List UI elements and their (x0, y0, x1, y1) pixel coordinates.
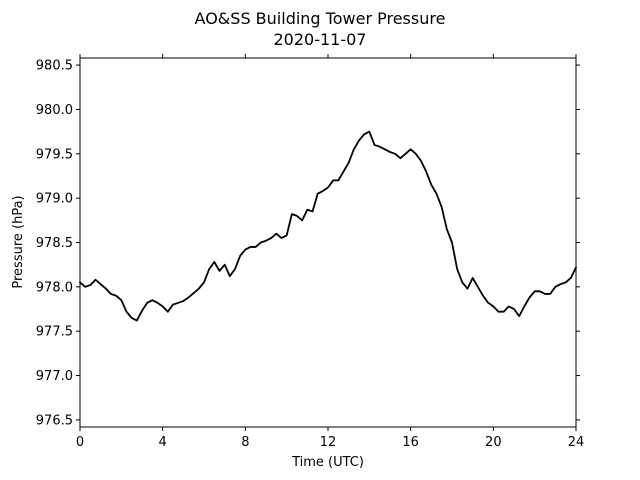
chart-subtitle: 2020-11-07 (274, 30, 367, 49)
plot-area (79, 130, 577, 322)
chart-title: AO&SS Building Tower Pressure (195, 9, 446, 28)
y-tick-label: 978.5 (36, 236, 73, 251)
x-tick-label: 20 (485, 435, 502, 450)
x-tick-label: 4 (159, 435, 167, 450)
y-axis: 976.5 977.0 977.5 978.0 978.5 979.0 979.5 980.0… (36, 59, 580, 428)
x-tick-label: 8 (241, 435, 249, 450)
x-tick-label: 12 (320, 435, 337, 450)
pressure-series-line (79, 130, 577, 322)
y-tick-label: 980.0 (36, 103, 73, 118)
y-tick-label: 979.0 (36, 192, 73, 207)
y-tick-label: 980.5 (36, 59, 73, 74)
x-axis-label: Time (UTC) (291, 455, 364, 470)
x-axis: 0 4 8 12 16 20 24 (76, 54, 584, 450)
y-tick-label: 976.5 (36, 413, 73, 428)
y-tick-label: 977.0 (36, 369, 73, 384)
x-tick-label: 16 (402, 435, 419, 450)
x-tick-label: 0 (76, 435, 84, 450)
y-tick-label: 977.5 (36, 325, 73, 340)
y-tick-label: 978.0 (36, 280, 73, 295)
x-tick-label: 24 (568, 435, 585, 450)
y-axis-label: Pressure (hPa) (11, 195, 26, 288)
y-tick-label: 979.5 (36, 147, 73, 162)
